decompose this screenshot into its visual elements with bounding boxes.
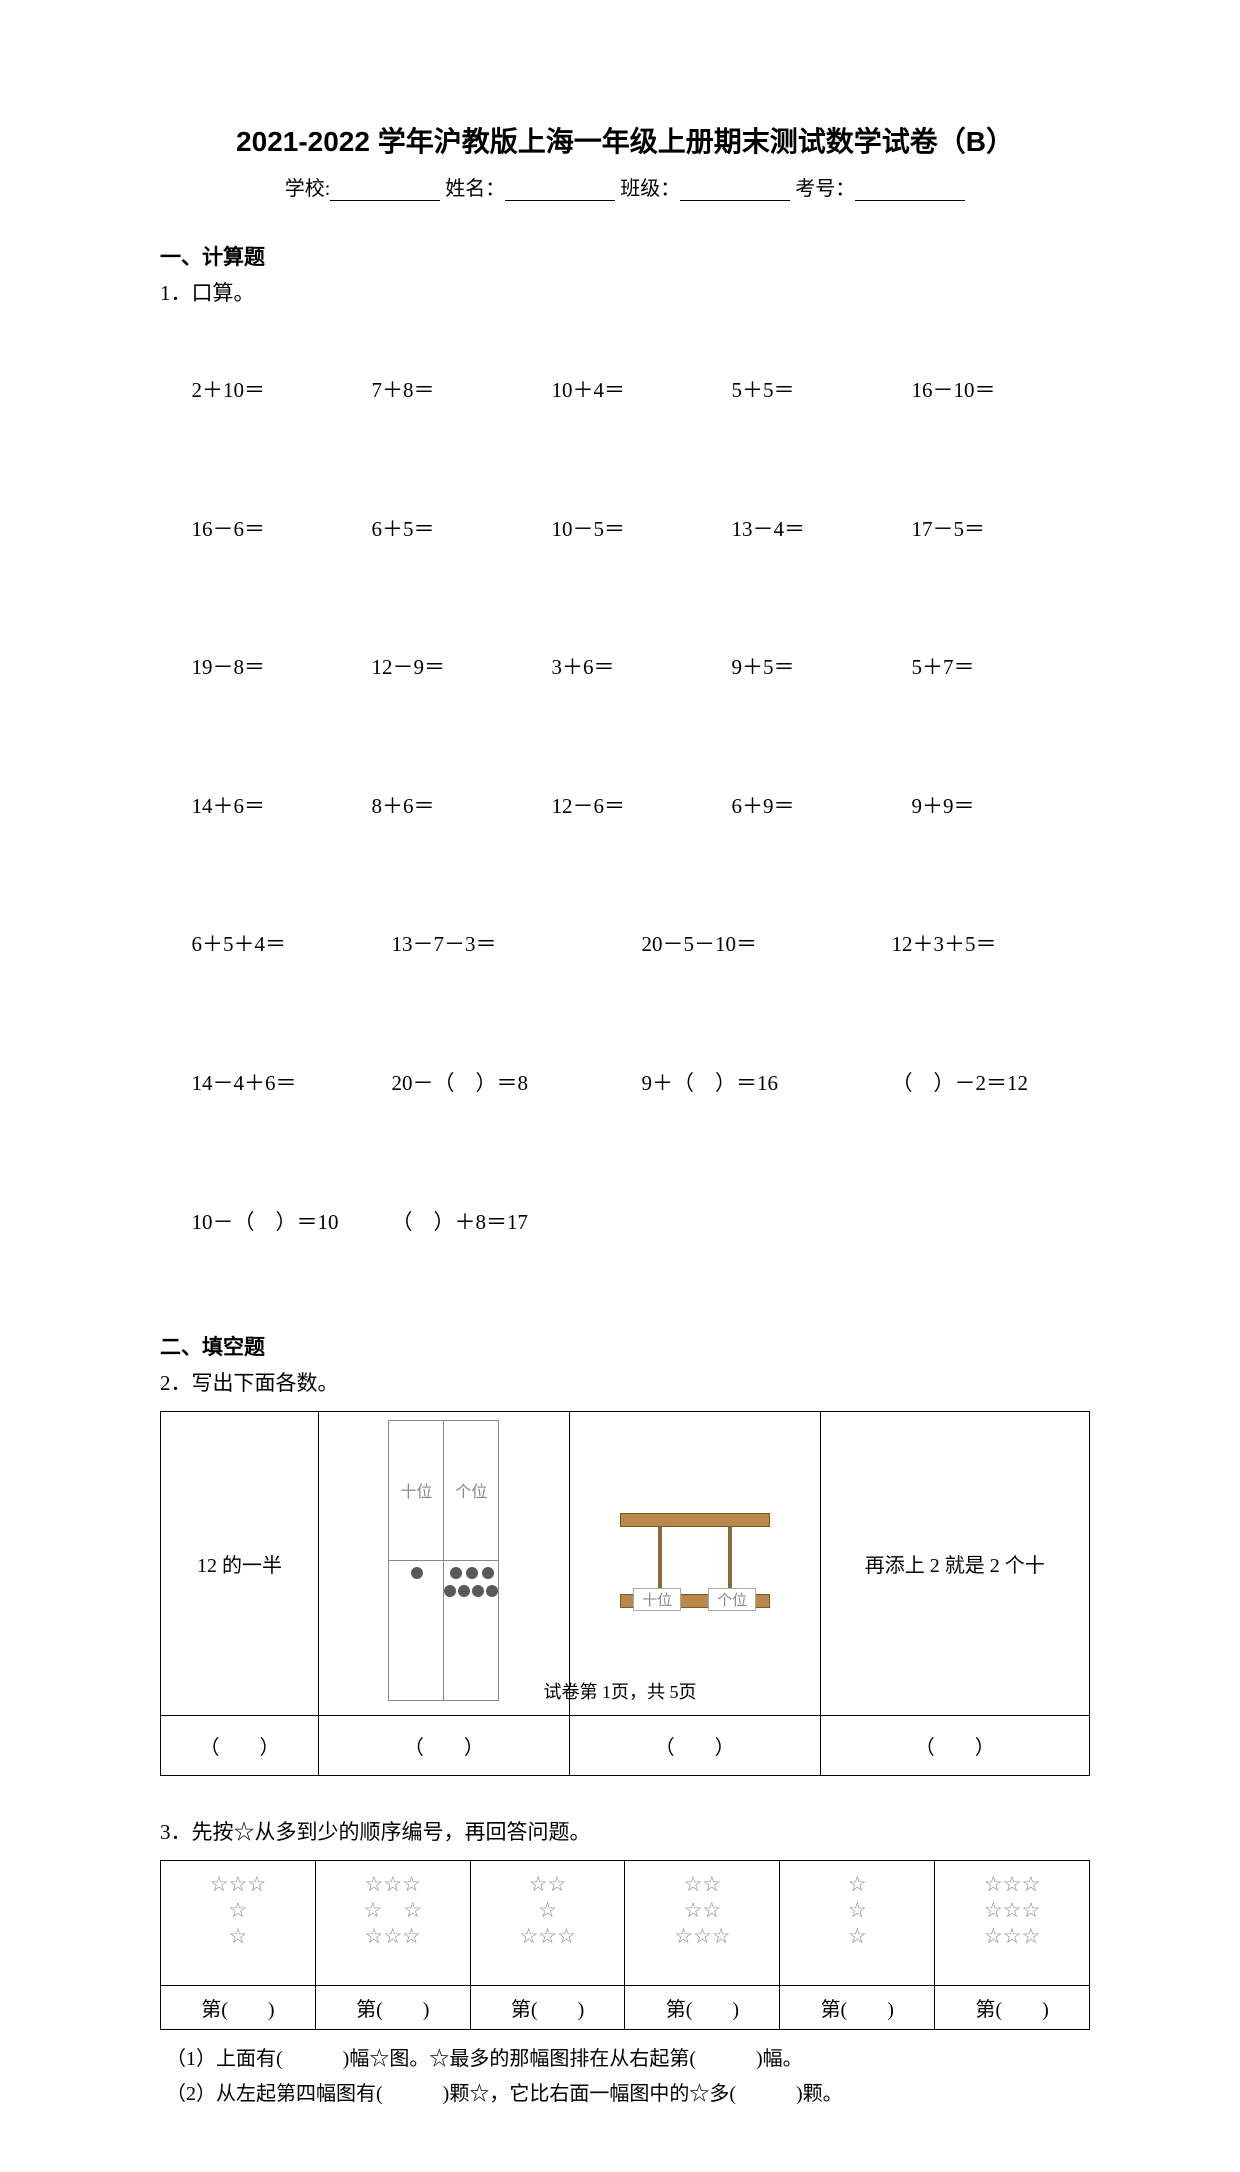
star-icon: ☆☆ ☆☆ ☆☆☆ (674, 1872, 730, 1949)
calc-cell: 9＋（ ）＝16 (642, 1060, 892, 1106)
calc-row: 10－（ ）＝10（ ）＋8＝17 (160, 1152, 1090, 1291)
rank-blank[interactable]: 第( ) (780, 1985, 935, 2029)
calc-cell: 10－（ ）＝10 (192, 1199, 392, 1245)
abacus-icon: 十位 个位 (620, 1513, 770, 1608)
calc-cell: 13－4＝ (732, 506, 912, 552)
blank-examno[interactable] (855, 181, 965, 201)
page-title: 2021-2022 学年沪教版上海一年级上册期末测试数学试卷（B） (160, 120, 1090, 160)
q2-cell-3: 十位 个位 (569, 1411, 820, 1715)
q2-blank[interactable]: （ ） (569, 1715, 820, 1775)
q2-label: 2．写出下面各数。 (160, 1367, 1090, 1397)
calc-cell: 6＋5＋4＝ (192, 921, 392, 967)
calc-cell: 10－5＝ (552, 506, 732, 552)
q2-cell-1: 12 的一半 (161, 1411, 319, 1715)
section-1-heading: 一、计算题 (160, 241, 1090, 271)
place-value-chart-icon: 十位 个位 (388, 1420, 499, 1701)
star-icon: ☆☆ ☆ ☆☆☆ (519, 1872, 575, 1949)
calc-cell: 9＋9＝ (912, 783, 1092, 829)
blank-class[interactable] (680, 181, 790, 201)
rank-blank[interactable]: 第( ) (470, 1985, 625, 2029)
calc-cell: 20－（ ）＝8 (392, 1060, 642, 1106)
blank-school[interactable] (330, 181, 440, 201)
q2-blank[interactable]: （ ） (161, 1715, 319, 1775)
q2-cell-2: 十位 个位 (318, 1411, 569, 1715)
calc-cell: （ ）－2＝12 (892, 1060, 1092, 1106)
calc-cell: 19－8＝ (192, 644, 372, 690)
star-cell: ☆ ☆ ☆ (780, 1860, 935, 1985)
label-examno: 考号： (795, 178, 855, 200)
star-icon: ☆ ☆ ☆ (848, 1872, 867, 1949)
student-info-line: 学校: 姓名： 班级： 考号： (160, 172, 1090, 201)
calc-cell: 20－5－10＝ (642, 921, 892, 967)
q3-sub2: （2）从左起第四幅图有( )颗☆，它比右面一幅图中的☆多( )颗。 (166, 2077, 1090, 2106)
calc-cell: 9＋5＝ (732, 644, 912, 690)
rank-blank[interactable]: 第( ) (625, 1985, 780, 2029)
calc-cell: 3＋6＝ (552, 644, 732, 690)
calc-cell: 6＋9＝ (732, 783, 912, 829)
star-cell: ☆☆☆ ☆☆☆ ☆☆☆ (935, 1860, 1090, 1985)
star-cell: ☆☆☆ ☆ ☆ (161, 1860, 316, 1985)
rank-blank[interactable]: 第( ) (935, 1985, 1090, 2029)
q3-label: 3．先按☆从多到少的顺序编号，再回答问题。 (160, 1816, 1090, 1846)
q2-cell-4: 再添上 2 就是 2 个十 (820, 1411, 1089, 1715)
calc-cell: 16－10＝ (912, 367, 1092, 413)
calc-cell: 12－6＝ (552, 783, 732, 829)
calc-cell: 12＋3＋5＝ (892, 921, 1092, 967)
q1-label: 1．口算。 (160, 277, 1090, 307)
star-icon: ☆☆☆ ☆☆☆ ☆☆☆ (984, 1872, 1040, 1949)
calc-row: 14－4＋6＝20－（ ）＝89＋（ ）＝16（ ）－2＝12 (160, 1014, 1090, 1153)
rank-blank[interactable]: 第( ) (161, 1985, 316, 2029)
calc-cell: （ ）＋8＝17 (392, 1199, 592, 1245)
calc-cell: 7＋8＝ (372, 367, 552, 413)
calc-row: 2＋10＝7＋8＝10＋4＝5＋5＝16－10＝ (160, 321, 1090, 460)
calc-cell: 12－9＝ (372, 644, 552, 690)
calc-cell: 10＋4＝ (552, 367, 732, 413)
q3-sub1: （1）上面有( )幅☆图。☆最多的那幅图排在从右起第( )幅。 (166, 2042, 1090, 2071)
calc-cell: 5＋5＝ (732, 367, 912, 413)
calc-block: 2＋10＝7＋8＝10＋4＝5＋5＝16－10＝ 16－6＝6＋5＝10－5＝1… (160, 321, 1090, 1291)
star-cell: ☆☆ ☆☆ ☆☆☆ (625, 1860, 780, 1985)
calc-row: 19－8＝12－9＝3＋6＝9＋5＝5＋7＝ (160, 598, 1090, 737)
star-icon: ☆☆☆ ☆ ☆ ☆☆☆ (363, 1872, 422, 1949)
q2-blank[interactable]: （ ） (820, 1715, 1089, 1775)
calc-cell: 14－4＋6＝ (192, 1060, 392, 1106)
calc-row: 6＋5＋4＝13－7－3＝20－5－10＝12＋3＋5＝ (160, 875, 1090, 1014)
label-class: 班级： (620, 178, 680, 200)
section-2-heading: 二、填空题 (160, 1331, 1090, 1361)
calc-row: 16－6＝6＋5＝10－5＝13－4＝17－5＝ (160, 460, 1090, 599)
calc-cell: 14＋6＝ (192, 783, 372, 829)
calc-cell: 16－6＝ (192, 506, 372, 552)
star-cell: ☆☆ ☆ ☆☆☆ (470, 1860, 625, 1985)
label-name: 姓名： (445, 178, 505, 200)
calc-cell: 2＋10＝ (192, 367, 372, 413)
q3-table: ☆☆☆ ☆ ☆ ☆☆☆ ☆ ☆ ☆☆☆ ☆☆ ☆ ☆☆☆ ☆☆ ☆☆ ☆☆☆ ☆… (160, 1860, 1090, 2030)
page-footer: 试卷第 1页，共 5页 (0, 1678, 1240, 1704)
rank-blank[interactable]: 第( ) (315, 1985, 470, 2029)
star-icon: ☆☆☆ ☆ ☆ (210, 1872, 266, 1949)
label-ones: 个位 (444, 1420, 499, 1560)
calc-cell: 17－5＝ (912, 506, 1092, 552)
q2-blank[interactable]: （ ） (318, 1715, 569, 1775)
star-cell: ☆☆☆ ☆ ☆ ☆☆☆ (315, 1860, 470, 1985)
calc-cell: 6＋5＝ (372, 506, 552, 552)
label-school: 学校: (285, 178, 331, 200)
calc-cell: 5＋7＝ (912, 644, 1092, 690)
q2-table: 12 的一半 十位 个位 (160, 1411, 1090, 1776)
label-tens: 十位 (389, 1420, 444, 1560)
calc-cell: 13－7－3＝ (392, 921, 642, 967)
blank-name[interactable] (505, 181, 615, 201)
calc-row: 14＋6＝8＋6＝12－6＝6＋9＝9＋9＝ (160, 737, 1090, 876)
calc-cell: 8＋6＝ (372, 783, 552, 829)
label-tens: 十位 (633, 1588, 681, 1611)
label-ones: 个位 (708, 1588, 756, 1611)
